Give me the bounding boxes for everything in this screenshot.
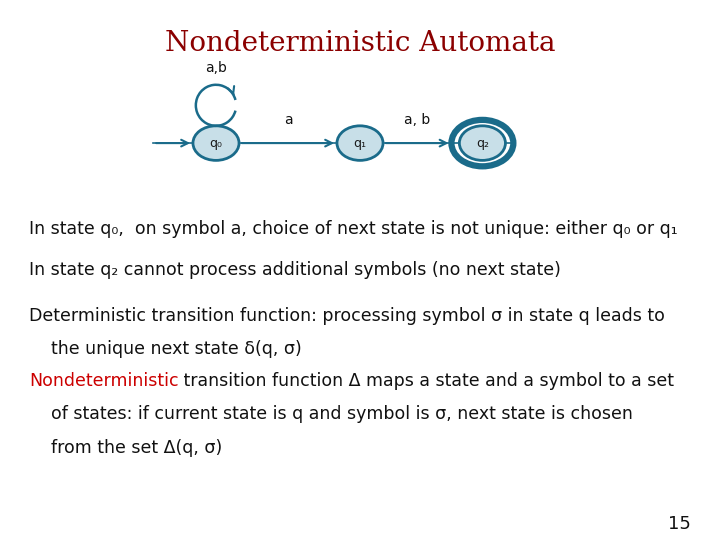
Text: a: a bbox=[284, 113, 292, 127]
Text: of states: if current state is q and symbol is σ, next state is chosen: of states: if current state is q and sym… bbox=[29, 405, 633, 423]
Text: Deterministic transition function: processing symbol σ in state q leads to: Deterministic transition function: proce… bbox=[29, 307, 665, 325]
Circle shape bbox=[337, 126, 383, 160]
Text: 15: 15 bbox=[668, 515, 691, 533]
Text: from the set Δ(q, σ): from the set Δ(q, σ) bbox=[29, 438, 222, 457]
Text: Nondeterministic Automata: Nondeterministic Automata bbox=[165, 30, 555, 57]
Text: transition function Δ maps a state and a symbol to a set: transition function Δ maps a state and a… bbox=[179, 372, 675, 390]
Text: In state q₀,  on symbol a, choice of next state is not unique: either q₀ or q₁: In state q₀, on symbol a, choice of next… bbox=[29, 220, 678, 239]
Text: q₁: q₁ bbox=[354, 137, 366, 150]
Text: q₂: q₂ bbox=[476, 137, 489, 150]
Text: the unique next state δ(q, σ): the unique next state δ(q, σ) bbox=[29, 340, 302, 359]
Text: a,b: a,b bbox=[205, 61, 227, 75]
Text: In state q₂ cannot process additional symbols (no next state): In state q₂ cannot process additional sy… bbox=[29, 261, 561, 279]
Text: a, b: a, b bbox=[404, 113, 431, 127]
Circle shape bbox=[459, 126, 505, 160]
Text: Nondeterministic: Nondeterministic bbox=[29, 372, 179, 390]
Text: q₀: q₀ bbox=[210, 137, 222, 150]
Circle shape bbox=[193, 126, 239, 160]
